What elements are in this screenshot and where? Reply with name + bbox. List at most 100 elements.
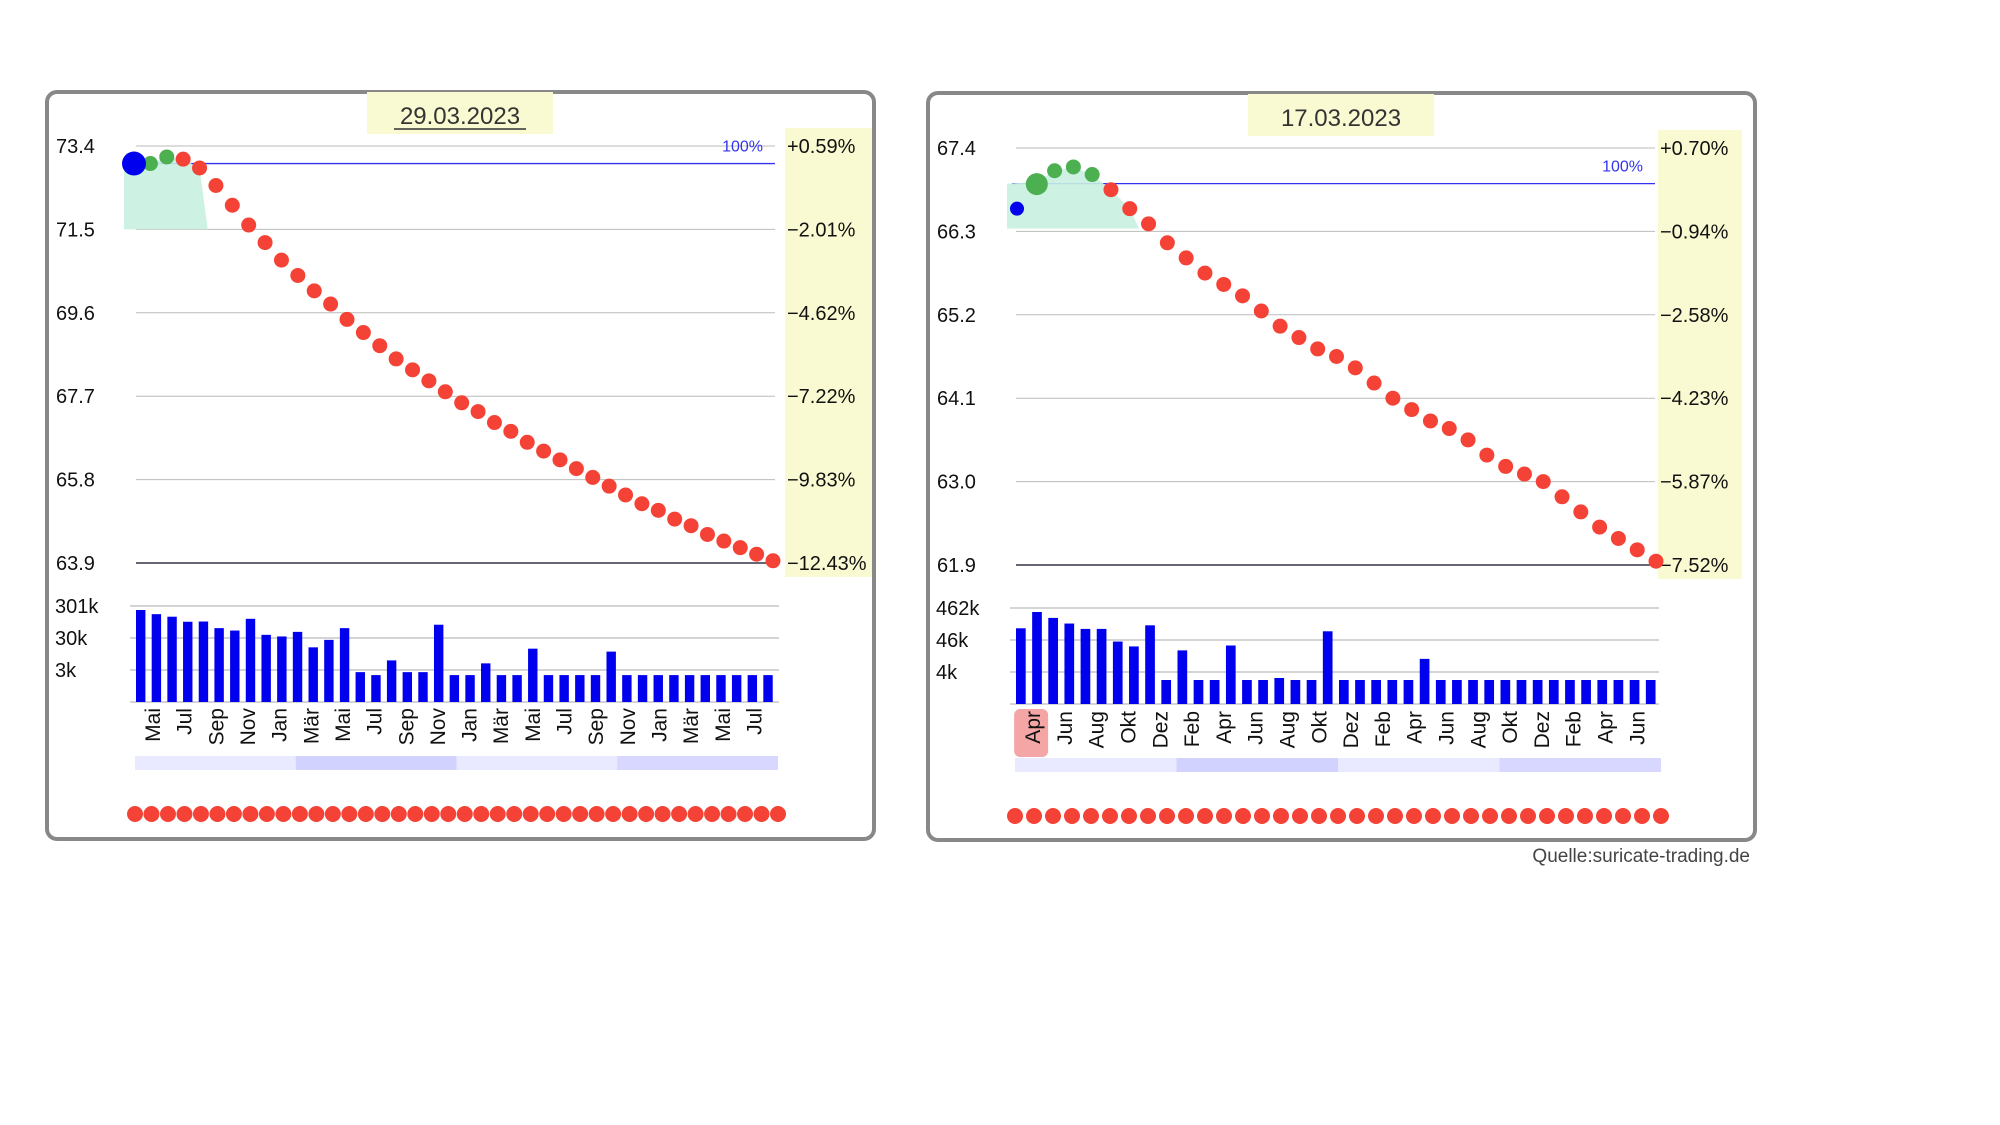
month-label: Mär	[680, 708, 703, 744]
signal-dot	[1045, 808, 1061, 824]
volume-bar	[214, 628, 224, 702]
price-point	[454, 395, 470, 411]
volume-bar	[1112, 641, 1123, 704]
signal-dot	[1007, 808, 1023, 824]
volume-bar	[1096, 628, 1107, 704]
volume-bar	[167, 616, 177, 702]
price-point	[1535, 474, 1551, 490]
price-point	[339, 311, 355, 327]
signal-dot	[225, 806, 242, 822]
price-point	[1385, 390, 1401, 406]
volume-bar	[747, 675, 758, 702]
price-point	[306, 283, 322, 299]
month-label: Apr	[1404, 711, 1427, 744]
signal-dot	[1197, 808, 1213, 824]
month-label: Jun	[1245, 711, 1268, 745]
price-point	[1366, 375, 1382, 391]
price-point	[421, 373, 437, 389]
signal-dot	[1368, 808, 1384, 824]
signal-dot	[753, 806, 770, 822]
y-tick-label: 63.9	[56, 553, 95, 575]
price-point	[1498, 458, 1514, 474]
month-label: Okt	[1499, 711, 1522, 744]
volume-tick-label: 462k	[936, 598, 980, 620]
signal-dot	[1254, 808, 1270, 824]
chart-title: 29.03.2023	[400, 103, 520, 130]
volume-bar	[183, 621, 193, 702]
y-tick-label: 71.5	[56, 219, 95, 241]
year-band	[617, 756, 778, 770]
volume-bar	[543, 675, 554, 702]
volume-bar	[1419, 658, 1430, 704]
signal-dot	[440, 806, 457, 822]
volume-bar	[700, 675, 710, 702]
volume-bar	[1080, 628, 1091, 704]
signal-dot	[1349, 808, 1365, 824]
volume-bar	[371, 675, 381, 702]
price-point	[486, 415, 502, 431]
signal-dot	[192, 806, 209, 822]
price-point	[618, 487, 634, 503]
volume-tick-label: 30k	[55, 628, 88, 650]
month-label: Feb	[1181, 711, 1204, 747]
pct-tick-label: −0.94%	[1660, 221, 1729, 243]
signal-dot	[423, 806, 440, 822]
price-point	[257, 235, 273, 251]
signal-dot	[1330, 808, 1346, 824]
price-point	[1347, 360, 1363, 376]
month-label: Dez	[1531, 711, 1554, 748]
price-point	[1516, 466, 1532, 482]
signal-dot	[720, 806, 737, 822]
year-band	[1338, 758, 1500, 772]
signal-dot	[456, 806, 473, 822]
month-label: Apr	[1595, 711, 1618, 744]
month-label: Mai	[332, 708, 355, 742]
volume-tick-label: 4k	[936, 662, 958, 684]
y-tick-label: 64.1	[937, 388, 976, 410]
signal-dot	[374, 806, 391, 822]
month-label: Jun	[1436, 711, 1459, 745]
y-tick-label: 69.6	[56, 303, 95, 325]
volume-bar	[1306, 680, 1317, 704]
price-point	[290, 267, 306, 283]
y-tick-label: 73.4	[56, 136, 95, 158]
volume-bar	[1403, 680, 1414, 704]
month-label: Jun	[1626, 711, 1649, 745]
month-label: Feb	[1563, 711, 1586, 747]
month-label: Jul	[743, 708, 766, 735]
volume-bar	[1484, 680, 1495, 704]
volume-bar	[1500, 680, 1511, 704]
chart-title: 17.03.2023	[1281, 105, 1401, 132]
volume-bar	[731, 675, 742, 702]
volume-bar	[1064, 623, 1075, 704]
signal-dot	[1273, 808, 1289, 824]
price-point	[667, 511, 683, 527]
volume-bar	[1242, 680, 1252, 704]
price-point	[1610, 530, 1626, 546]
volume-bar	[1177, 650, 1188, 704]
price-point	[241, 217, 257, 233]
volume-bar	[1597, 680, 1608, 704]
volume-bar	[245, 618, 256, 702]
month-label: Jan	[269, 708, 292, 742]
volume-bar	[716, 675, 726, 702]
price-point	[536, 443, 552, 459]
volume-bar	[386, 660, 397, 702]
month-label: Dez	[1340, 711, 1363, 748]
month-label: Jun	[1054, 711, 1077, 745]
signal-dot	[127, 806, 143, 822]
month-label: Nov	[617, 708, 640, 746]
start-marker	[122, 151, 146, 176]
signal-dot	[1178, 808, 1194, 824]
volume-bar	[418, 672, 428, 702]
year-band	[456, 756, 618, 770]
volume-bar	[1193, 680, 1204, 704]
volume-bar	[449, 675, 460, 702]
volume-bar	[198, 621, 209, 702]
price-point	[650, 502, 666, 518]
signal-dot	[1425, 808, 1441, 824]
price-point	[1235, 288, 1251, 304]
price-point	[1253, 303, 1269, 319]
volume-bar	[1581, 680, 1591, 704]
signal-dot	[341, 806, 358, 822]
